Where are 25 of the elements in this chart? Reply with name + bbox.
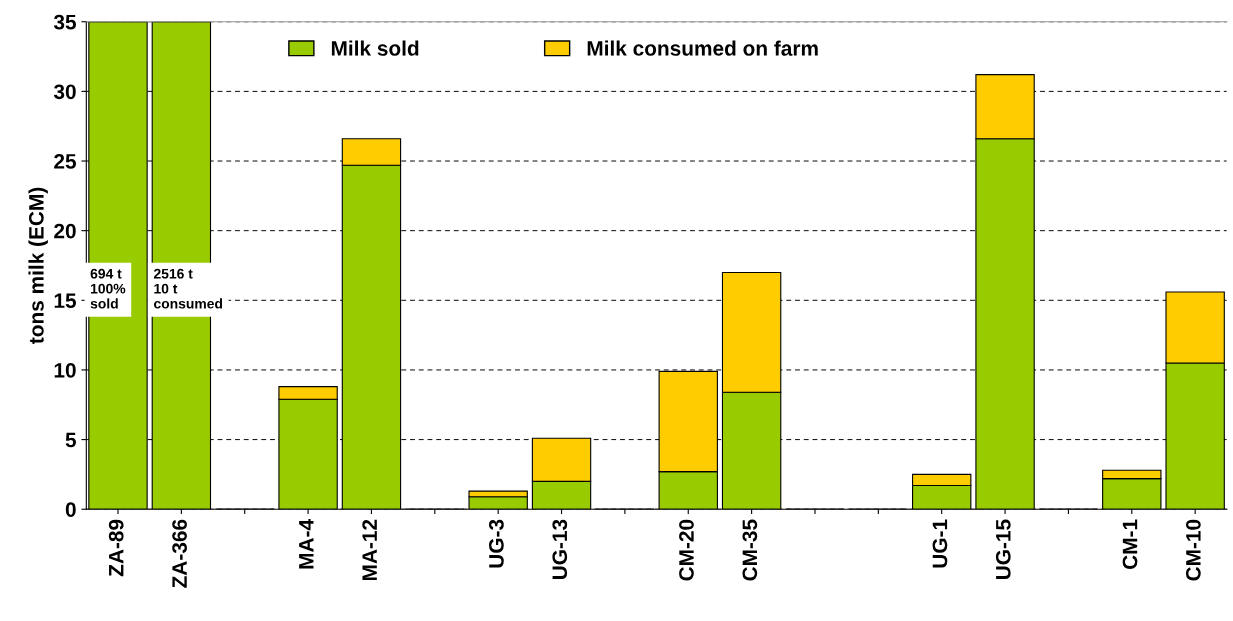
y-tick-label: 25 (54, 154, 77, 169)
x-tick-label: UG-13 (552, 519, 568, 580)
y-tick-label: 10 (54, 362, 76, 378)
x-tick-label: MA-4 (299, 519, 314, 569)
y-tick-label: 20 (54, 223, 76, 239)
x-tick-label: ZA-89 (108, 519, 124, 577)
x-tick-label: MA-12 (362, 519, 377, 581)
x-tick-label: CM-20 (679, 519, 694, 581)
x-tick-label: UG-3 (489, 519, 504, 568)
y-tick-label: 35 (53, 14, 77, 30)
annotation: 2516 t 10 t consumed (153, 268, 223, 309)
y-tick-label: 30 (53, 84, 76, 100)
x-tick-label: CM-10 (1185, 519, 1201, 581)
x-tick-label: ZA-366 (172, 519, 187, 588)
legend-label: Milk sold (331, 40, 419, 56)
x-tick-label: CM-35 (742, 519, 758, 581)
y-tick-label: 0 (65, 502, 76, 517)
x-tick-label: UG-15 (995, 519, 1011, 580)
annotation: 694 t 100% sold (90, 268, 126, 309)
y-tick-label: 5 (65, 432, 77, 448)
x-tick-label: UG-1 (932, 519, 948, 568)
y-axis-title: tons milk (ECM) (28, 187, 48, 344)
y-tick-label: 15 (54, 293, 77, 309)
x-tick-label: CM-1 (1122, 519, 1138, 570)
legend-label: Milk consumed on farm (587, 40, 818, 56)
